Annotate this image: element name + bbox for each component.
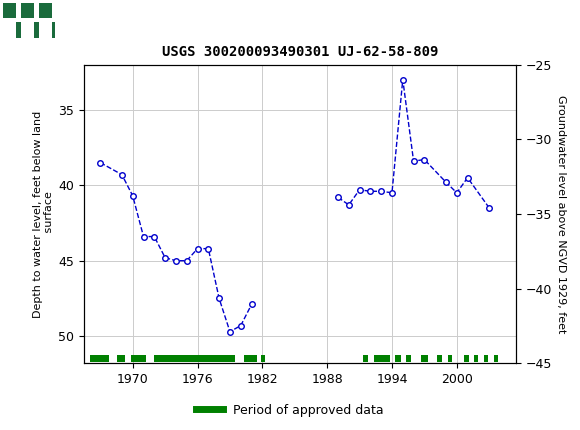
Bar bbox=[3, 3, 16, 18]
Legend: Period of approved data: Period of approved data bbox=[191, 399, 389, 421]
Bar bbox=[21, 3, 34, 18]
Title: USGS 300200093490301 UJ-62-58-809: USGS 300200093490301 UJ-62-58-809 bbox=[162, 45, 438, 59]
Y-axis label: Groundwater level above NGVD 1929, feet: Groundwater level above NGVD 1929, feet bbox=[556, 95, 567, 333]
Bar bbox=[3, 22, 16, 37]
Bar bbox=[39, 22, 52, 37]
Bar bbox=[3, 22, 55, 37]
Bar bbox=[21, 22, 34, 37]
Text: USGS: USGS bbox=[63, 12, 118, 29]
FancyBboxPatch shape bbox=[3, 3, 55, 37]
Bar bbox=[39, 3, 52, 18]
Y-axis label: Depth to water level, feet below land
 surface: Depth to water level, feet below land su… bbox=[32, 111, 54, 317]
